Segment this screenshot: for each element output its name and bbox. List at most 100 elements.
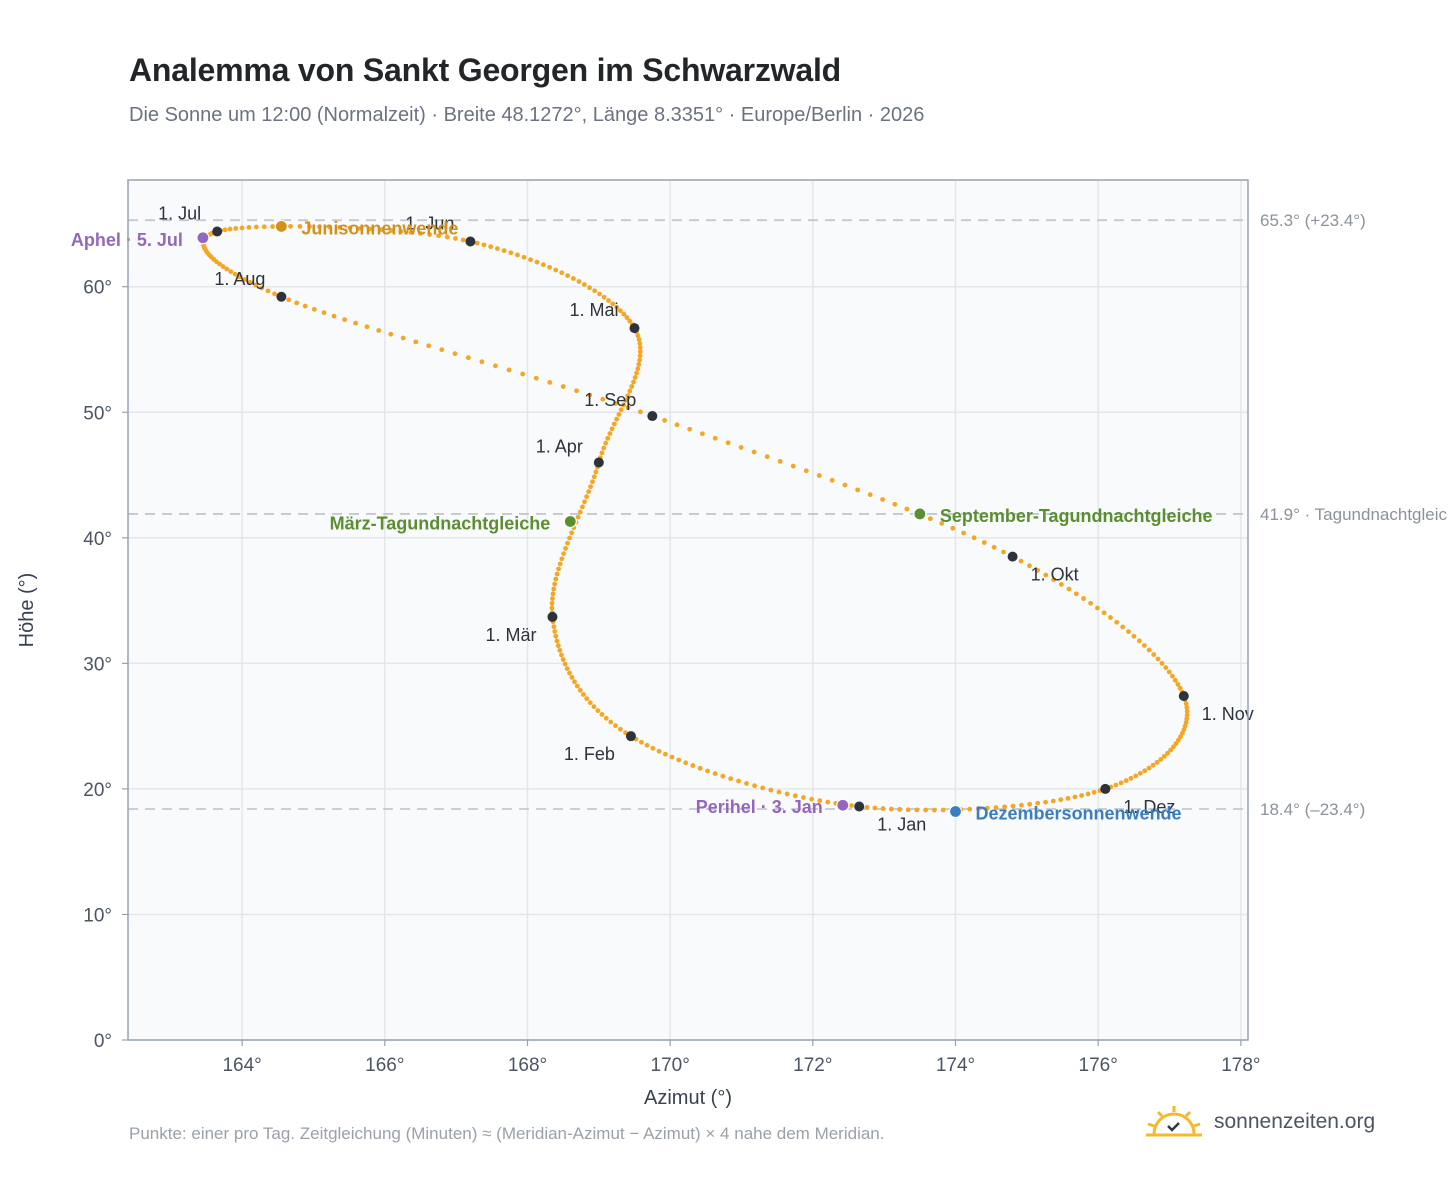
daily-sun-point <box>288 223 293 229</box>
month-label: 1. Jun <box>405 214 454 234</box>
daily-sun-point <box>559 556 565 562</box>
daily-sun-point <box>572 679 577 685</box>
daily-sun-point <box>552 629 558 634</box>
daily-sun-point <box>1161 753 1167 759</box>
month-label: 1. Jul <box>158 203 201 223</box>
month-marker <box>593 457 604 468</box>
daily-sun-point <box>1168 747 1174 753</box>
daily-sun-point <box>584 696 590 702</box>
daily-sun-point <box>1114 619 1120 625</box>
daily-sun-point <box>557 561 563 567</box>
daily-sun-point <box>669 754 675 760</box>
daily-sun-point <box>465 355 471 361</box>
daily-sun-point <box>376 328 382 333</box>
daily-sun-point <box>237 274 243 280</box>
daily-sun-point <box>674 422 680 428</box>
daily-sun-point <box>1171 744 1176 750</box>
daily-sun-point <box>1166 669 1172 675</box>
daily-sun-point <box>1095 605 1100 611</box>
month-marker <box>465 236 476 247</box>
daily-sun-point <box>656 748 662 754</box>
daily-sun-point <box>744 781 749 786</box>
x-tick-label: 166° <box>365 1055 404 1076</box>
daily-sun-point <box>803 468 809 474</box>
daily-sun-point <box>608 719 614 725</box>
daily-sun-point <box>569 530 575 536</box>
daily-sun-point <box>617 308 623 314</box>
markers: 1. Jan 1. Feb 1. Mär 1. Apr 1. Mai 1. Jun 1. J… <box>71 203 1254 834</box>
event-marker <box>196 231 210 245</box>
daily-sun-point <box>364 324 370 330</box>
daily-sun-point <box>233 226 239 231</box>
month-label: 1. Dez <box>1123 797 1175 817</box>
daily-sun-point <box>581 282 587 287</box>
daily-sun-point <box>624 315 630 320</box>
daily-sun-point <box>353 320 358 326</box>
daily-sun-point <box>905 807 911 813</box>
daily-sun-point <box>606 298 611 303</box>
month-marker <box>276 291 287 302</box>
daily-sun-point <box>784 791 790 797</box>
y-tick-label: 20° <box>83 780 112 801</box>
month-marker <box>1178 691 1189 701</box>
daily-sun-point <box>1065 795 1071 801</box>
daily-sun-point <box>565 540 570 546</box>
daily-sun-point <box>880 497 886 502</box>
daily-sun-point <box>220 264 226 269</box>
daily-sun-point <box>629 384 635 389</box>
daily-sun-point <box>408 229 414 235</box>
daily-sun-point <box>993 805 999 810</box>
daily-sun-point <box>426 343 432 349</box>
month-label: 1. Aug <box>214 269 265 289</box>
daily-sun-point <box>631 379 636 385</box>
daily-sun-point <box>559 270 565 276</box>
daily-sun-point <box>616 412 622 417</box>
daily-sun-point <box>554 638 560 644</box>
daily-sun-point <box>493 363 498 369</box>
daily-sun-point <box>574 683 580 689</box>
daily-sun-point <box>227 226 233 232</box>
daily-sun-point <box>577 687 583 693</box>
daily-sun-point <box>521 254 527 260</box>
brand[interactable]: sonnenzeiten.org <box>1146 1104 1375 1140</box>
daily-sun-point <box>259 285 265 291</box>
daily-sun-point <box>950 525 956 531</box>
daily-sun-point <box>1126 629 1131 635</box>
daily-sun-point <box>347 225 353 231</box>
daily-sun-point <box>567 670 572 676</box>
daily-sun-point <box>228 269 234 275</box>
daily-sun-point <box>621 402 626 408</box>
daily-sun-point <box>1183 720 1189 725</box>
daily-sun-point <box>553 633 559 639</box>
daily-sun-point <box>705 768 710 774</box>
event-label: März-Tagundnachtgleiche <box>330 513 551 533</box>
month-label: 1. Mai <box>569 300 618 320</box>
daily-sun-point <box>981 540 987 545</box>
daily-sun-point <box>1173 741 1179 746</box>
daily-sun-point <box>914 807 920 813</box>
daily-sun-point <box>556 566 561 572</box>
daily-sun-point <box>1142 768 1148 774</box>
daily-sun-point <box>720 773 726 779</box>
daily-sun-point <box>888 806 894 812</box>
daily-sun-point <box>439 347 445 353</box>
daily-sun-point <box>597 291 602 297</box>
event-marker <box>913 507 927 521</box>
month-label: 1. Apr <box>536 436 583 456</box>
daily-sun-point <box>342 317 347 323</box>
daily-sun-point <box>1118 780 1124 786</box>
daily-sun-point <box>1170 673 1175 679</box>
daily-sun-point <box>892 501 898 507</box>
daily-sun-point <box>636 337 642 342</box>
daily-sun-point <box>1051 577 1057 583</box>
daily-sun-point <box>253 282 259 288</box>
x-tick-label: 178° <box>1221 1055 1260 1076</box>
daily-sun-point <box>488 244 494 250</box>
daily-sun-point <box>555 643 561 649</box>
page-title: Analemma von Sankt Georgen im Schwarzwal… <box>129 52 842 88</box>
daily-sun-point <box>560 384 566 389</box>
daily-sun-point <box>599 450 605 456</box>
month-label: 1. Okt <box>1031 565 1079 585</box>
y-tick-label: 0° <box>94 1031 112 1052</box>
daily-sun-point <box>550 591 556 597</box>
